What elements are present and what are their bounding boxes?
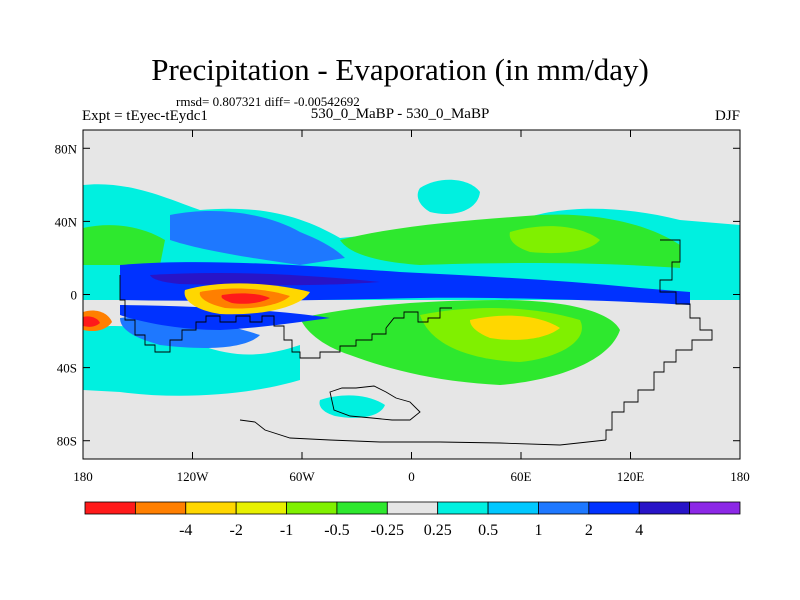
map-panel: 80N 40N 0 40S 80S 180 120W 60W 0 60E 120E 180 [55,129,750,484]
region-west-red-spot [83,316,100,327]
lon-tick-label: 180 [730,469,750,484]
lon-tick-label: 120E [617,469,645,484]
colorbar-label: 1 [534,522,542,539]
colorbar-swatch [286,501,338,515]
region-nh-blue-band [170,211,345,265]
colorbar-swatch [386,501,439,515]
case-label: 530_0_MaBP - 530_0_MaBP [310,106,490,122]
season-label: DJF [714,108,740,124]
colorbar-label: 0.5 [478,522,498,539]
colorbar-swatch [689,501,741,515]
rmsd-diff-stats: rmsd= 0.807321 diff= -0.00542692 [176,94,360,109]
colorbar-label: -2 [229,522,242,539]
region-lime-north [509,226,600,254]
lat-tick-label: 80N [55,141,78,156]
lon-tick-label: 180 [73,469,93,484]
colorbar-swatch [638,501,691,515]
outline-africa [385,307,452,329]
contour-fill-regions [83,179,740,418]
region-yellow-south [470,315,560,340]
lon-tick-label: 60E [511,469,532,484]
outline-antarctica [239,419,607,446]
region-southern-midlat [83,325,300,396]
lat-tick-label: 40N [55,214,78,229]
region-south-atlantic-cyan [319,395,385,418]
axis-ticks: 80N 40N 0 40S 80S 180 120W 60W 0 60E 120E 180 [55,130,750,484]
colorbar-label: -0.5 [324,522,349,539]
lon-tick-label: 0 [408,469,415,484]
lon-tick-label: 120W [177,469,210,484]
region-south-blue-band [120,316,260,348]
colorbar: -4 -2 -1 -0.5 -0.25 0.25 0.5 1 2 4 [84,501,741,539]
colorbar-label: -4 [179,522,192,539]
lat-tick-label: 40S [57,361,77,376]
colorbar-swatch [588,501,640,515]
region-west-green [83,225,165,265]
colorbar-swatch [84,501,136,515]
colorbar-swatch [185,501,237,515]
colorbar-label: 2 [585,522,593,539]
colorbar-label: 0.25 [424,522,452,539]
region-east-pacific-red [221,293,270,304]
colorbar-label: -0.25 [371,522,404,539]
region-itcz-core [150,272,380,286]
outline-australia [605,239,713,440]
colorbar-swatch [538,501,590,515]
colorbar-swatch [437,501,489,515]
lon-tick-label: 60W [289,469,315,484]
outline-americas [119,275,387,359]
colorbar-swatch [134,501,187,515]
region-spcz [120,305,330,330]
region-subtropical-north-green [340,214,680,268]
experiment-label: Expt = tEyec-tEydc1 [82,108,208,124]
colorbar-swatch [235,501,287,515]
plot-title: Precipitation - Evaporation (in mm/day) [151,52,649,87]
colorbar-label: 4 [635,522,643,539]
continent-outlines [119,239,713,446]
colorbar-swatch [487,501,539,515]
colorbar-swatch [336,501,388,515]
outline-south-atlantic-island [329,385,421,421]
colorbar-label: -1 [280,522,293,539]
lat-tick-label: 0 [71,288,78,303]
region-north-pacific-blob [417,179,480,214]
lat-tick-label: 80S [57,434,77,449]
